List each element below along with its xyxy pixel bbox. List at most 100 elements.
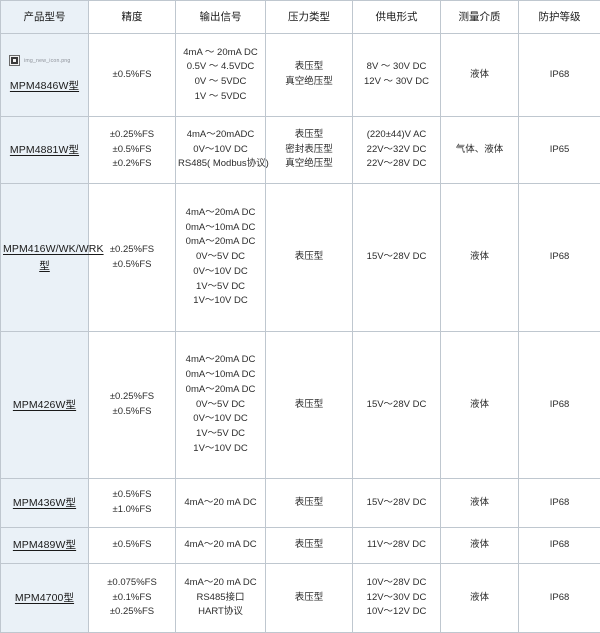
cell-accuracy-line: ±0.5%FS	[91, 258, 173, 273]
cell-output-signal-line: 4mA～20 mA DC	[178, 538, 263, 553]
cell-measured-media-lines: 液体	[443, 538, 516, 553]
cell-output-signal-lines: 4mA～20 mA DC	[178, 538, 263, 553]
cell-accuracy: ±0.5%FS±1.0%FS	[89, 479, 176, 528]
cell-power-supply-line: 11V～28V DC	[355, 538, 438, 553]
cell-protection-rating-lines: IP68	[521, 68, 598, 83]
cell-output-signal-line: 0V～5V DC	[178, 250, 263, 265]
cell-protection-rating-line: IP68	[521, 591, 598, 606]
cell-pressure-type: 表压型	[266, 332, 353, 479]
cell-measured-media-line: 液体	[443, 68, 516, 83]
cell-protection-rating-lines: IP68	[521, 496, 598, 511]
cell-protection-rating-line: IP68	[521, 398, 598, 413]
cell-power-supply-line: 22V～28V DC	[355, 157, 438, 172]
cell-accuracy-line: ±0.5%FS	[91, 488, 173, 503]
cell-output-signal-line: RS485( Modbus协议)	[178, 157, 263, 172]
column-header-power-supply: 供电形式	[353, 1, 441, 34]
cell-protection-rating: IP68	[519, 184, 600, 332]
cell-product-model: MPM4700型	[1, 564, 89, 633]
cell-output-signal-line: 1V～10V DC	[178, 442, 263, 457]
table-row: MPM436W型 ±0.5%FS±1.0%FS 4mA～20 mA DC 表压型 15V…	[1, 479, 600, 528]
cell-protection-rating-line: IP68	[521, 496, 598, 511]
cell-power-supply-lines: 15V～28V DC	[355, 250, 438, 265]
cell-measured-media: 液体	[441, 564, 519, 633]
cell-measured-media-lines: 液体	[443, 398, 516, 413]
cell-product-model: MPM489W型	[1, 528, 89, 564]
cell-measured-media-line: 液体	[443, 250, 516, 265]
cell-power-supply-line: 22V～32V DC	[355, 143, 438, 158]
cell-power-supply: 15V～28V DC	[353, 479, 441, 528]
cell-protection-rating-line: IP68	[521, 538, 598, 553]
cell-output-signal-line: 0V～5V DC	[178, 398, 263, 413]
cell-pressure-type-lines: 表压型	[268, 591, 350, 606]
cell-measured-media-lines: 气体、液体	[443, 143, 516, 158]
cell-output-signal-line: 0V～10V DC	[178, 265, 263, 280]
cell-product-model: MPM4881W型	[1, 117, 89, 184]
table-header: 产品型号 精度 输出信号 压力类型 供电形式 测量介质 防护等级	[1, 1, 600, 34]
cell-measured-media: 液体	[441, 479, 519, 528]
cell-protection-rating: IP65	[519, 117, 600, 184]
cell-pressure-type-lines: 表压型	[268, 496, 350, 511]
cell-power-supply-lines: 15V～28V DC	[355, 496, 438, 511]
cell-measured-media: 液体	[441, 184, 519, 332]
cell-measured-media-line: 液体	[443, 398, 516, 413]
column-header-output-signal: 输出信号	[176, 1, 266, 34]
column-header-measured-media: 测量介质	[441, 1, 519, 34]
cell-power-supply-line: 8V ～ 30V DC	[355, 60, 438, 75]
cell-output-signal-line: 0mA～10mA DC	[178, 221, 263, 236]
cell-pressure-type-lines: 表压型	[268, 398, 350, 413]
cell-accuracy-lines: ±0.25%FS±0.5%FS	[91, 390, 173, 419]
product-model-link[interactable]: MPM426W型	[13, 399, 76, 411]
cell-power-supply-line: (220±44)V AC	[355, 128, 438, 143]
cell-accuracy-line: ±0.2%FS	[91, 157, 173, 172]
broken-image-icon	[9, 55, 20, 66]
cell-pressure-type-line: 表压型	[268, 591, 350, 606]
cell-output-signal-line: 4mA～20 mA DC	[178, 496, 263, 511]
cell-product-model: img_new_icon.png MPM4846W型	[1, 34, 89, 117]
cell-power-supply-lines: 15V～28V DC	[355, 398, 438, 413]
cell-product-model: MPM426W型	[1, 332, 89, 479]
cell-pressure-type: 表压型密封表压型真空绝压型	[266, 117, 353, 184]
product-model-link[interactable]: MPM4700型	[15, 592, 74, 604]
cell-accuracy-line: ±0.5%FS	[91, 68, 173, 83]
cell-protection-rating-line: IP68	[521, 68, 598, 83]
cell-pressure-type: 表压型	[266, 564, 353, 633]
cell-power-supply-line: 10V～12V DC	[355, 605, 438, 620]
cell-accuracy-lines: ±0.5%FS±1.0%FS	[91, 488, 173, 517]
cell-protection-rating-lines: IP68	[521, 591, 598, 606]
cell-output-signal-line: 0V～10V DC	[178, 412, 263, 427]
cell-pressure-type-line: 表压型	[268, 128, 350, 143]
broken-image-alt-text: img_new_icon.png	[24, 57, 70, 65]
product-model-link[interactable]: MPM4846W型	[10, 80, 79, 92]
column-header-protection-rating: 防护等级	[519, 1, 600, 34]
cell-measured-media-lines: 液体	[443, 496, 516, 511]
product-model-link[interactable]: MPM436W型	[13, 497, 76, 509]
cell-accuracy-line: ±1.0%FS	[91, 503, 173, 518]
table-header-row: 产品型号 精度 输出信号 压力类型 供电形式 测量介质 防护等级	[1, 1, 600, 34]
cell-product-model: MPM436W型	[1, 479, 89, 528]
cell-power-supply: 15V～28V DC	[353, 332, 441, 479]
cell-pressure-type-line: 真空绝压型	[268, 75, 350, 90]
cell-pressure-type-lines: 表压型真空绝压型	[268, 60, 350, 89]
cell-protection-rating: IP68	[519, 528, 600, 564]
cell-measured-media-lines: 液体	[443, 250, 516, 265]
product-model-link[interactable]: MPM489W型	[13, 539, 76, 551]
cell-power-supply-line: 12V ～ 30V DC	[355, 75, 438, 90]
cell-accuracy-line: ±0.5%FS	[91, 538, 173, 553]
cell-accuracy-lines: ±0.25%FS±0.5%FS±0.2%FS	[91, 128, 173, 172]
cell-output-signal-line: RS485接口	[178, 591, 263, 606]
cell-accuracy: ±0.25%FS±0.5%FS±0.2%FS	[89, 117, 176, 184]
cell-pressure-type-lines: 表压型	[268, 250, 350, 265]
cell-measured-media: 液体	[441, 34, 519, 117]
cell-pressure-type-line: 表压型	[268, 538, 350, 553]
cell-accuracy-line: ±0.5%FS	[91, 143, 173, 158]
product-model-link[interactable]: MPM4881W型	[10, 144, 79, 156]
cell-protection-rating: IP68	[519, 564, 600, 633]
